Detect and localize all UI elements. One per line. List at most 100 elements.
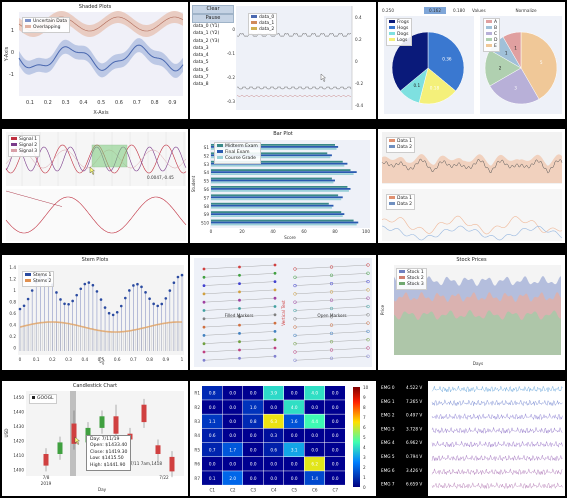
channel-list-item[interactable]: data_6	[193, 67, 209, 73]
markers-panel[interactable]: Filled Markers Open Markers Vertical Tex…	[190, 255, 376, 370]
bar[interactable]	[211, 164, 345, 167]
bar[interactable]	[211, 190, 349, 192]
heatmap-cell[interactable]	[325, 400, 345, 414]
stem-marker[interactable]	[164, 297, 168, 300]
stem-marker[interactable]	[180, 273, 184, 277]
heatmap-cell[interactable]	[325, 414, 345, 429]
candle-body[interactable]	[169, 456, 175, 472]
bar[interactable]	[211, 177, 332, 180]
emg-chart[interactable]: EMG 0 4.522 V EMG 1 7.265 V EMG 2 0.497 V EMG …	[378, 381, 565, 496]
heatmap-cell[interactable]	[222, 386, 243, 400]
heatmap-cell[interactable]	[202, 442, 222, 457]
stem-marker[interactable]	[144, 291, 147, 294]
stock-prices-chart[interactable]: Days Price	[378, 255, 565, 370]
stem-marker[interactable]	[63, 302, 66, 306]
drag-panel[interactable]: 0.0047,-0.45 Signal 1 Signal 2 Signal 3	[2, 129, 188, 243]
bar-plot-panel[interactable]: Bar Plot S1 S2 S3 S4 S5 S6 S7 S8 S9 S10 0 20 40 60 80…	[190, 129, 376, 243]
stem-marker[interactable]	[140, 285, 143, 289]
bar[interactable]	[211, 186, 348, 188]
heatmap-cell[interactable]	[263, 428, 284, 443]
channel-list-item[interactable]: data_2 (Y3)	[193, 38, 220, 44]
heatmap-cell[interactable]	[243, 414, 263, 429]
drop-zone[interactable]	[91, 144, 128, 168]
heatmap-cell[interactable]	[243, 386, 263, 400]
stem-marker[interactable]	[67, 302, 70, 306]
streaming-chart[interactable]: 0 -0.1 -0.2 -0.3 0.4 0.2 0 -0.2 -0.4	[190, 2, 376, 119]
heatmap-cell[interactable]	[325, 428, 345, 443]
heatmap-cell[interactable]	[263, 414, 284, 429]
heatmap-cell[interactable]	[284, 428, 304, 443]
stem-marker[interactable]	[115, 310, 119, 314]
stem-marker[interactable]	[26, 297, 30, 301]
bar[interactable]	[211, 156, 331, 159]
channel-list[interactable]: data_0 (Y1) data_1 (Y2) data_2 (Y3) data_3 d…	[193, 23, 233, 89]
bar[interactable]	[211, 194, 339, 197]
stem-marker[interactable]	[152, 302, 155, 306]
stem-marker[interactable]	[55, 291, 58, 294]
bar[interactable]	[211, 213, 345, 215]
heatmap-cell[interactable]	[325, 457, 345, 471]
heatmap-cell[interactable]	[263, 457, 284, 471]
candle-body[interactable]	[57, 442, 63, 454]
stem-marker[interactable]	[99, 298, 103, 301]
heatmap-cell[interactable]	[202, 400, 222, 414]
candle-body[interactable]	[43, 454, 49, 466]
heatmap-cell[interactable]	[222, 457, 243, 471]
clear-button[interactable]: Clear	[192, 5, 234, 14]
pie-slice[interactable]	[502, 31, 522, 69]
pause-button[interactable]: Pause	[192, 14, 234, 23]
channel-list-item[interactable]: data_7	[193, 75, 209, 81]
bar[interactable]	[211, 148, 337, 150]
heatmap-cell[interactable]	[202, 386, 222, 400]
stem-marker[interactable]	[59, 298, 62, 301]
stem-marker[interactable]	[75, 293, 78, 297]
bar[interactable]	[211, 188, 351, 190]
heatmap-cell[interactable]	[263, 386, 284, 400]
stem-marker[interactable]	[160, 302, 164, 306]
heatmap-cell[interactable]	[304, 471, 325, 485]
stem-marker[interactable]	[119, 304, 123, 308]
heatmap-cell[interactable]	[243, 471, 263, 485]
candlestick-panel[interactable]: Candlestick Chart 1450 1440 1430 1420 1410 14…	[2, 381, 188, 496]
stem-marker[interactable]	[128, 289, 131, 292]
heatmap-cell[interactable]	[222, 471, 243, 485]
heatmap-cell[interactable]	[202, 414, 222, 429]
bar[interactable]	[211, 152, 328, 155]
stem-marker[interactable]	[71, 299, 74, 303]
bar[interactable]	[211, 160, 343, 163]
heatmap-cell[interactable]	[284, 400, 304, 414]
subplots-panel[interactable]: Data 1 Data 2 Data 1 Data 2	[378, 129, 565, 243]
bar[interactable]	[211, 196, 343, 199]
heatmap-cell[interactable]	[263, 400, 284, 414]
heatmap-panel[interactable]: 0.8 0.0 0.0 3.9 0.0 4.0 0.0 R1 0.0 0.0 1.0 0.0 4.0 0.…	[190, 381, 376, 496]
bar[interactable]	[211, 221, 359, 224]
bar[interactable]	[211, 219, 354, 222]
heatmap-cell[interactable]	[325, 442, 345, 457]
stem-marker[interactable]	[18, 307, 22, 311]
bar[interactable]	[211, 211, 342, 213]
channel-list-item[interactable]: data_0 (Y1)	[193, 24, 220, 29]
heatmap-cell[interactable]	[284, 442, 304, 457]
channel-list-item[interactable]: data_8	[193, 82, 209, 88]
bar[interactable]	[211, 223, 357, 226]
heatmap-cell[interactable]	[284, 414, 304, 429]
stem-marker[interactable]	[132, 284, 135, 287]
heatmap-cell[interactable]	[243, 442, 263, 457]
candle-body[interactable]	[71, 423, 77, 444]
stem-marker[interactable]	[83, 282, 87, 286]
stem-marker[interactable]	[95, 290, 99, 293]
bar[interactable]	[211, 198, 342, 201]
heatmap-cell[interactable]	[304, 442, 325, 457]
heatmap-cell[interactable]	[284, 471, 304, 485]
bar[interactable]	[211, 179, 335, 182]
heatmap-cell[interactable]	[243, 428, 263, 443]
stem-marker[interactable]	[103, 306, 107, 309]
pie-slice[interactable]	[520, 31, 558, 100]
heatmap-cell[interactable]	[284, 386, 304, 400]
heatmap-cell[interactable]	[304, 457, 325, 471]
pie-panel[interactable]: 0.250 0.162 0.180 Values Normalize 0.36 0…	[378, 2, 565, 119]
pie-slice[interactable]	[427, 31, 465, 92]
bar[interactable]	[211, 162, 348, 165]
bar[interactable]	[211, 204, 334, 207]
heatmap-cell[interactable]	[325, 386, 345, 400]
